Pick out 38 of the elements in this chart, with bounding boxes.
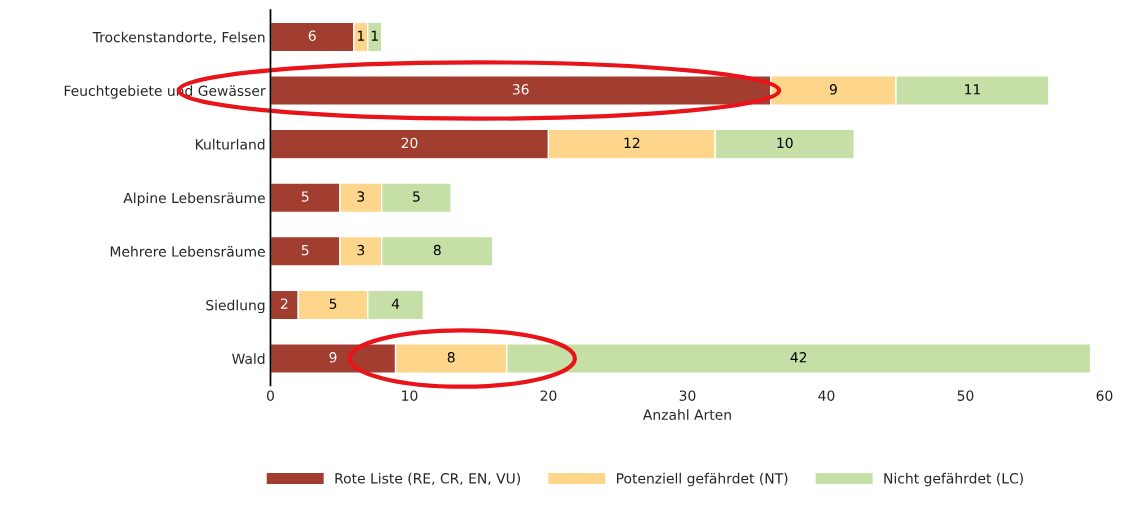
y-tick-label: Trockenstandorte, Felsen	[92, 31, 265, 44]
data-label: 1	[371, 30, 378, 41]
y-tick-label: Alpine Lebensräume	[123, 192, 265, 206]
y-tick-label: Mehrere Lebensräume	[110, 246, 265, 257]
data-label: 8	[447, 352, 455, 363]
x-tick-label: 30	[679, 390, 696, 401]
data-label: 9	[829, 84, 837, 95]
y-tick-label: Wald	[232, 353, 265, 364]
data-label: 9	[329, 352, 337, 363]
data-label: 5	[301, 245, 309, 256]
x-tick-label: 20	[540, 390, 557, 401]
data-label: 1	[357, 30, 364, 41]
x-tick-label: 60	[1096, 390, 1113, 401]
x-axis-title: Anzahl Arten	[642, 409, 731, 420]
data-label: 8	[433, 244, 441, 256]
legend-label: Nicht gefährdet (LC)	[884, 472, 1023, 487]
data-label: 2	[280, 298, 288, 309]
data-label: 42	[790, 352, 807, 363]
x-tick-label: 0	[266, 390, 274, 401]
data-label: 5	[301, 191, 309, 202]
data-label: 5	[413, 191, 420, 202]
legend-label: Potenziell gefährdet (NT)	[617, 472, 788, 487]
data-label: 36	[512, 84, 529, 95]
data-label: 11	[965, 84, 980, 95]
x-tick-label: 40	[818, 390, 835, 401]
data-label: 4	[391, 298, 400, 309]
legend-label: Rote Liste (RE, CR, EN, VU)	[335, 472, 520, 486]
data-label: 10	[777, 137, 793, 149]
y-tick-label: Siedlung	[206, 299, 265, 314]
data-label: 3	[357, 191, 365, 202]
data-label: 12	[624, 137, 640, 148]
y-tick-label: Kulturland	[195, 138, 265, 150]
data-label: 3	[357, 244, 365, 256]
data-label: 5	[329, 298, 337, 309]
x-tick-label: 50	[957, 390, 974, 401]
x-tick-label: 10	[402, 390, 418, 401]
data-label: 6	[308, 30, 316, 41]
data-label: 20	[401, 137, 418, 149]
